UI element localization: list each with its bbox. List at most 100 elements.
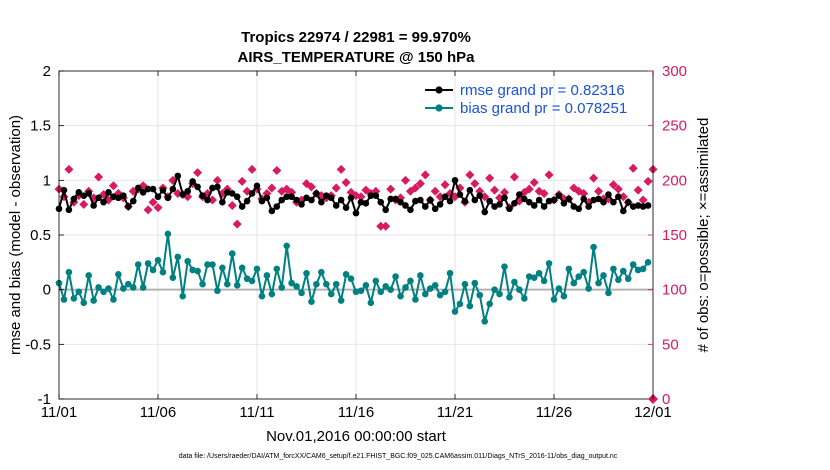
bias-point [362,281,370,289]
obs-possible-point [465,170,475,180]
rmse-point [441,193,449,201]
obs-possible-point [435,192,445,202]
rmse-point [362,199,370,207]
bias-point [352,288,360,296]
obs-possible-point [207,195,217,205]
rmse-point [555,192,563,199]
x-tick-label: 11/21 [437,404,473,421]
rmse-point [298,201,305,208]
rmse-point [422,203,429,210]
rmse-point [174,172,182,180]
rmse-point [466,186,474,194]
bias-point [327,290,335,298]
rmse-point [590,196,597,204]
bias-point [530,274,538,281]
bias-point [120,285,127,292]
bias-point [392,273,399,280]
bias-point [624,275,632,283]
rmse-point [95,194,102,202]
rmse-point [412,197,419,205]
obs-possible-point [589,173,599,183]
rmse-point [620,207,627,215]
bias-point [590,243,597,251]
bias-point [639,265,647,273]
legend-rmse-marker [435,86,443,94]
obs-possible-point [638,195,648,205]
bias-point [159,268,167,276]
rmse-point [357,198,365,206]
rmse-point [337,196,345,204]
rmse-point [283,193,291,201]
bias-point [451,308,459,315]
rmse-point [120,192,127,199]
obs-possible-point [470,179,480,189]
y-right-tick-label: 50 [662,336,679,353]
chart-title: Tropics 22974 / 22981 = 99.970% [241,29,471,46]
x-tick-label: 12/01 [634,404,672,421]
rmse-point [615,193,622,201]
rmse-point [105,189,112,196]
x-tick-label: 11/11 [239,404,274,421]
bias-point [441,288,449,296]
bias-point [125,280,132,288]
rmse-point [134,184,142,192]
y-left-tick-label: -0.5 [25,336,51,353]
obs-possible-point [232,219,242,229]
rmse-point [318,198,325,206]
rmse-point [600,198,607,206]
rmse-point [585,203,592,210]
rmse-point [253,182,261,190]
obs-possible-point [212,175,222,185]
bias-point [521,295,528,302]
obs-possible-point [401,175,410,185]
bias-point [204,261,211,268]
chart-subtitle: AIRS_TEMPERATURE @ 150 hPa [238,49,476,66]
bias-point [174,253,182,261]
rmse-point [273,203,281,210]
bias-point [382,283,390,290]
obs-possible-point [193,168,203,178]
bias-point [278,284,286,291]
rmse-point [426,196,434,204]
obs-possible-point [386,184,396,194]
rmse-point [367,192,375,199]
bias-point [595,279,602,287]
bias-point [476,291,484,299]
obs-possible-point [430,186,440,196]
bias-point [377,288,385,296]
bias-point [75,288,83,296]
obs-possible-point [410,183,420,193]
y-right-tick-label: 300 [662,63,687,80]
bias-point [357,287,365,295]
obs-possible-point [237,176,247,186]
bias-point [323,280,330,288]
x-axis-ticks: 11/01 11/06 11/11 11/16 11/21 11/26 12/01 [41,71,672,421]
bias-point [615,276,622,284]
bias-point [620,267,627,275]
bias-point [110,296,117,303]
bias-point [243,275,251,283]
bias-point [426,285,434,292]
bias-point [644,259,652,266]
y-right-tick-label: 0 [662,391,670,408]
obs-possible-point [306,182,316,192]
bias-point [248,277,256,285]
y-left-tick-label: 2 [43,63,51,80]
rmse-point [392,195,399,203]
rmse-point [224,189,231,196]
bias-point [70,295,78,302]
rmse-point [486,197,493,205]
bias-point [525,273,533,280]
bias-point [105,285,112,292]
bias-point [214,287,221,295]
rmse-point [149,185,157,193]
obs-possible-point [143,205,153,215]
obs-possible-point [247,164,257,174]
bias-point [461,280,469,288]
obs-possible-point [415,179,425,189]
y-right-tick-label: 150 [662,227,687,244]
rmse-point [397,198,404,206]
obs-possible-point [613,184,623,194]
bias-point [90,297,97,304]
